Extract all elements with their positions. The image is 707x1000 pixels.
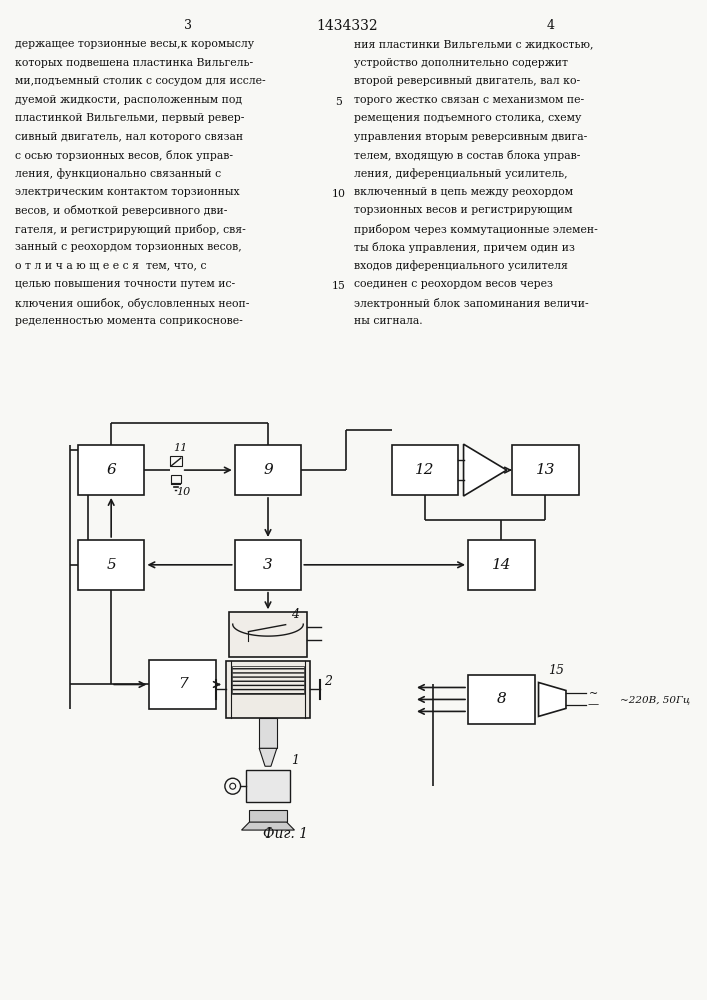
Text: с осью торзионных весов, блок управ-: с осью торзионных весов, блок управ- — [15, 150, 233, 161]
Text: торзионных весов и регистрирующим: торзионных весов и регистрирующим — [354, 205, 573, 215]
Text: 9: 9 — [263, 463, 273, 477]
Text: ты блока управления, причем один из: ты блока управления, причем один из — [354, 242, 575, 253]
Text: 1: 1 — [291, 754, 300, 767]
Text: Фиг. 1: Фиг. 1 — [263, 827, 308, 841]
Text: 15: 15 — [332, 281, 346, 291]
Text: весов, и обмоткой реверсивного дви-: весов, и обмоткой реверсивного дви- — [15, 205, 228, 216]
Text: 12: 12 — [415, 463, 435, 477]
Bar — [149, 660, 216, 709]
Text: ремещения подъемного столика, схему: ремещения подъемного столика, схему — [354, 113, 582, 123]
Bar — [247, 770, 290, 802]
Text: держащее торзионные весы,к коромыслу: держащее торзионные весы,к коромыслу — [15, 39, 255, 49]
Text: ления, функционально связанный с: ления, функционально связанный с — [15, 168, 221, 179]
Text: включенный в цепь между реохордом: включенный в цепь между реохордом — [354, 187, 573, 197]
Text: устройство дополнительно содержит: устройство дополнительно содержит — [354, 58, 568, 68]
Text: ~220В, 50Гц: ~220В, 50Гц — [620, 695, 690, 704]
Bar — [512, 445, 579, 495]
Text: торого жестко связан с механизмом пе-: торого жестко связан с механизмом пе- — [354, 95, 585, 105]
Text: 5: 5 — [335, 97, 342, 107]
Text: 11: 11 — [174, 443, 188, 453]
Text: гателя, и регистрирующий прибор, свя-: гателя, и регистрирующий прибор, свя- — [15, 224, 246, 235]
Text: 10: 10 — [332, 189, 346, 199]
Text: сивный двигатель, нал которого связан: сивный двигатель, нал которого связан — [15, 132, 243, 142]
Text: занный с реохордом торзионных весов,: занный с реохордом торзионных весов, — [15, 242, 242, 252]
Bar — [226, 661, 310, 718]
Text: 6: 6 — [106, 463, 116, 477]
Bar — [78, 445, 144, 495]
Text: электронный блок запоминания величи-: электронный блок запоминания величи- — [354, 298, 589, 309]
Text: пластинкой Вильгельми, первый ревер-: пластинкой Вильгельми, первый ревер- — [15, 113, 245, 123]
Text: 4: 4 — [547, 19, 554, 32]
Text: ны сигнала.: ны сигнала. — [354, 316, 423, 326]
Bar — [468, 675, 534, 724]
Text: —: — — [588, 699, 599, 709]
Text: ключения ошибок, обусловленных неоп-: ключения ошибок, обусловленных неоп- — [15, 298, 250, 309]
Bar — [392, 445, 458, 495]
Bar — [250, 810, 286, 822]
Text: соединен с реохордом весов через: соединен с реохордом весов через — [354, 279, 553, 289]
Text: электрическим контактом торзионных: электрическим контактом торзионных — [15, 187, 240, 197]
Text: ления, диференциальный усилитель,: ления, диференциальный усилитель, — [354, 168, 568, 179]
Text: которых подвешена пластинка Вильгель-: которых подвешена пластинка Вильгель- — [15, 58, 253, 68]
Polygon shape — [259, 748, 277, 766]
Polygon shape — [539, 682, 566, 716]
Text: ния пластинки Вильгельми с жидкостью,: ния пластинки Вильгельми с жидкостью, — [354, 39, 594, 49]
Text: 3: 3 — [184, 19, 192, 32]
Bar — [468, 540, 534, 590]
Text: 1434332: 1434332 — [317, 19, 378, 33]
Bar — [78, 540, 144, 590]
Text: 10: 10 — [177, 487, 191, 497]
Text: о т л и ч а ю щ е е с я  тем, что, с: о т л и ч а ю щ е е с я тем, что, с — [15, 261, 206, 271]
Text: прибором через коммутационные элемен-: прибором через коммутационные элемен- — [354, 224, 598, 235]
Text: ми,подъемный столик с сосудом для иссле-: ми,подъемный столик с сосудом для иссле- — [15, 76, 266, 86]
Text: 14: 14 — [491, 558, 511, 572]
Text: дуемой жидкости, расположенным под: дуемой жидкости, расположенным под — [15, 95, 243, 105]
Text: 3: 3 — [263, 558, 273, 572]
Text: управления вторым реверсивным двига-: управления вторым реверсивным двига- — [354, 132, 588, 142]
Text: целью повышения точности путем ис-: целью повышения точности путем ис- — [15, 279, 235, 289]
Polygon shape — [242, 822, 295, 830]
Bar — [235, 540, 301, 590]
Bar — [259, 718, 277, 748]
Text: 15: 15 — [548, 664, 564, 677]
Text: 4: 4 — [291, 608, 300, 621]
Text: ределенностью момента соприкоснове-: ределенностью момента соприкоснове- — [15, 316, 243, 326]
Text: второй реверсивный двигатель, вал ко-: второй реверсивный двигатель, вал ко- — [354, 76, 580, 86]
Bar — [235, 445, 301, 495]
Text: 5: 5 — [106, 558, 116, 572]
Text: 8: 8 — [496, 692, 506, 706]
Text: 2: 2 — [324, 675, 332, 688]
Text: 7: 7 — [178, 677, 187, 691]
Text: телем, входящую в состав блока управ-: телем, входящую в состав блока управ- — [354, 150, 580, 161]
Polygon shape — [464, 444, 507, 496]
Bar — [170, 456, 182, 466]
Bar — [229, 612, 308, 657]
Text: 13: 13 — [536, 463, 555, 477]
Text: ~: ~ — [589, 689, 598, 699]
Text: входов диференциального усилителя: входов диференциального усилителя — [354, 261, 568, 271]
Bar — [171, 475, 181, 483]
Bar — [232, 666, 304, 694]
